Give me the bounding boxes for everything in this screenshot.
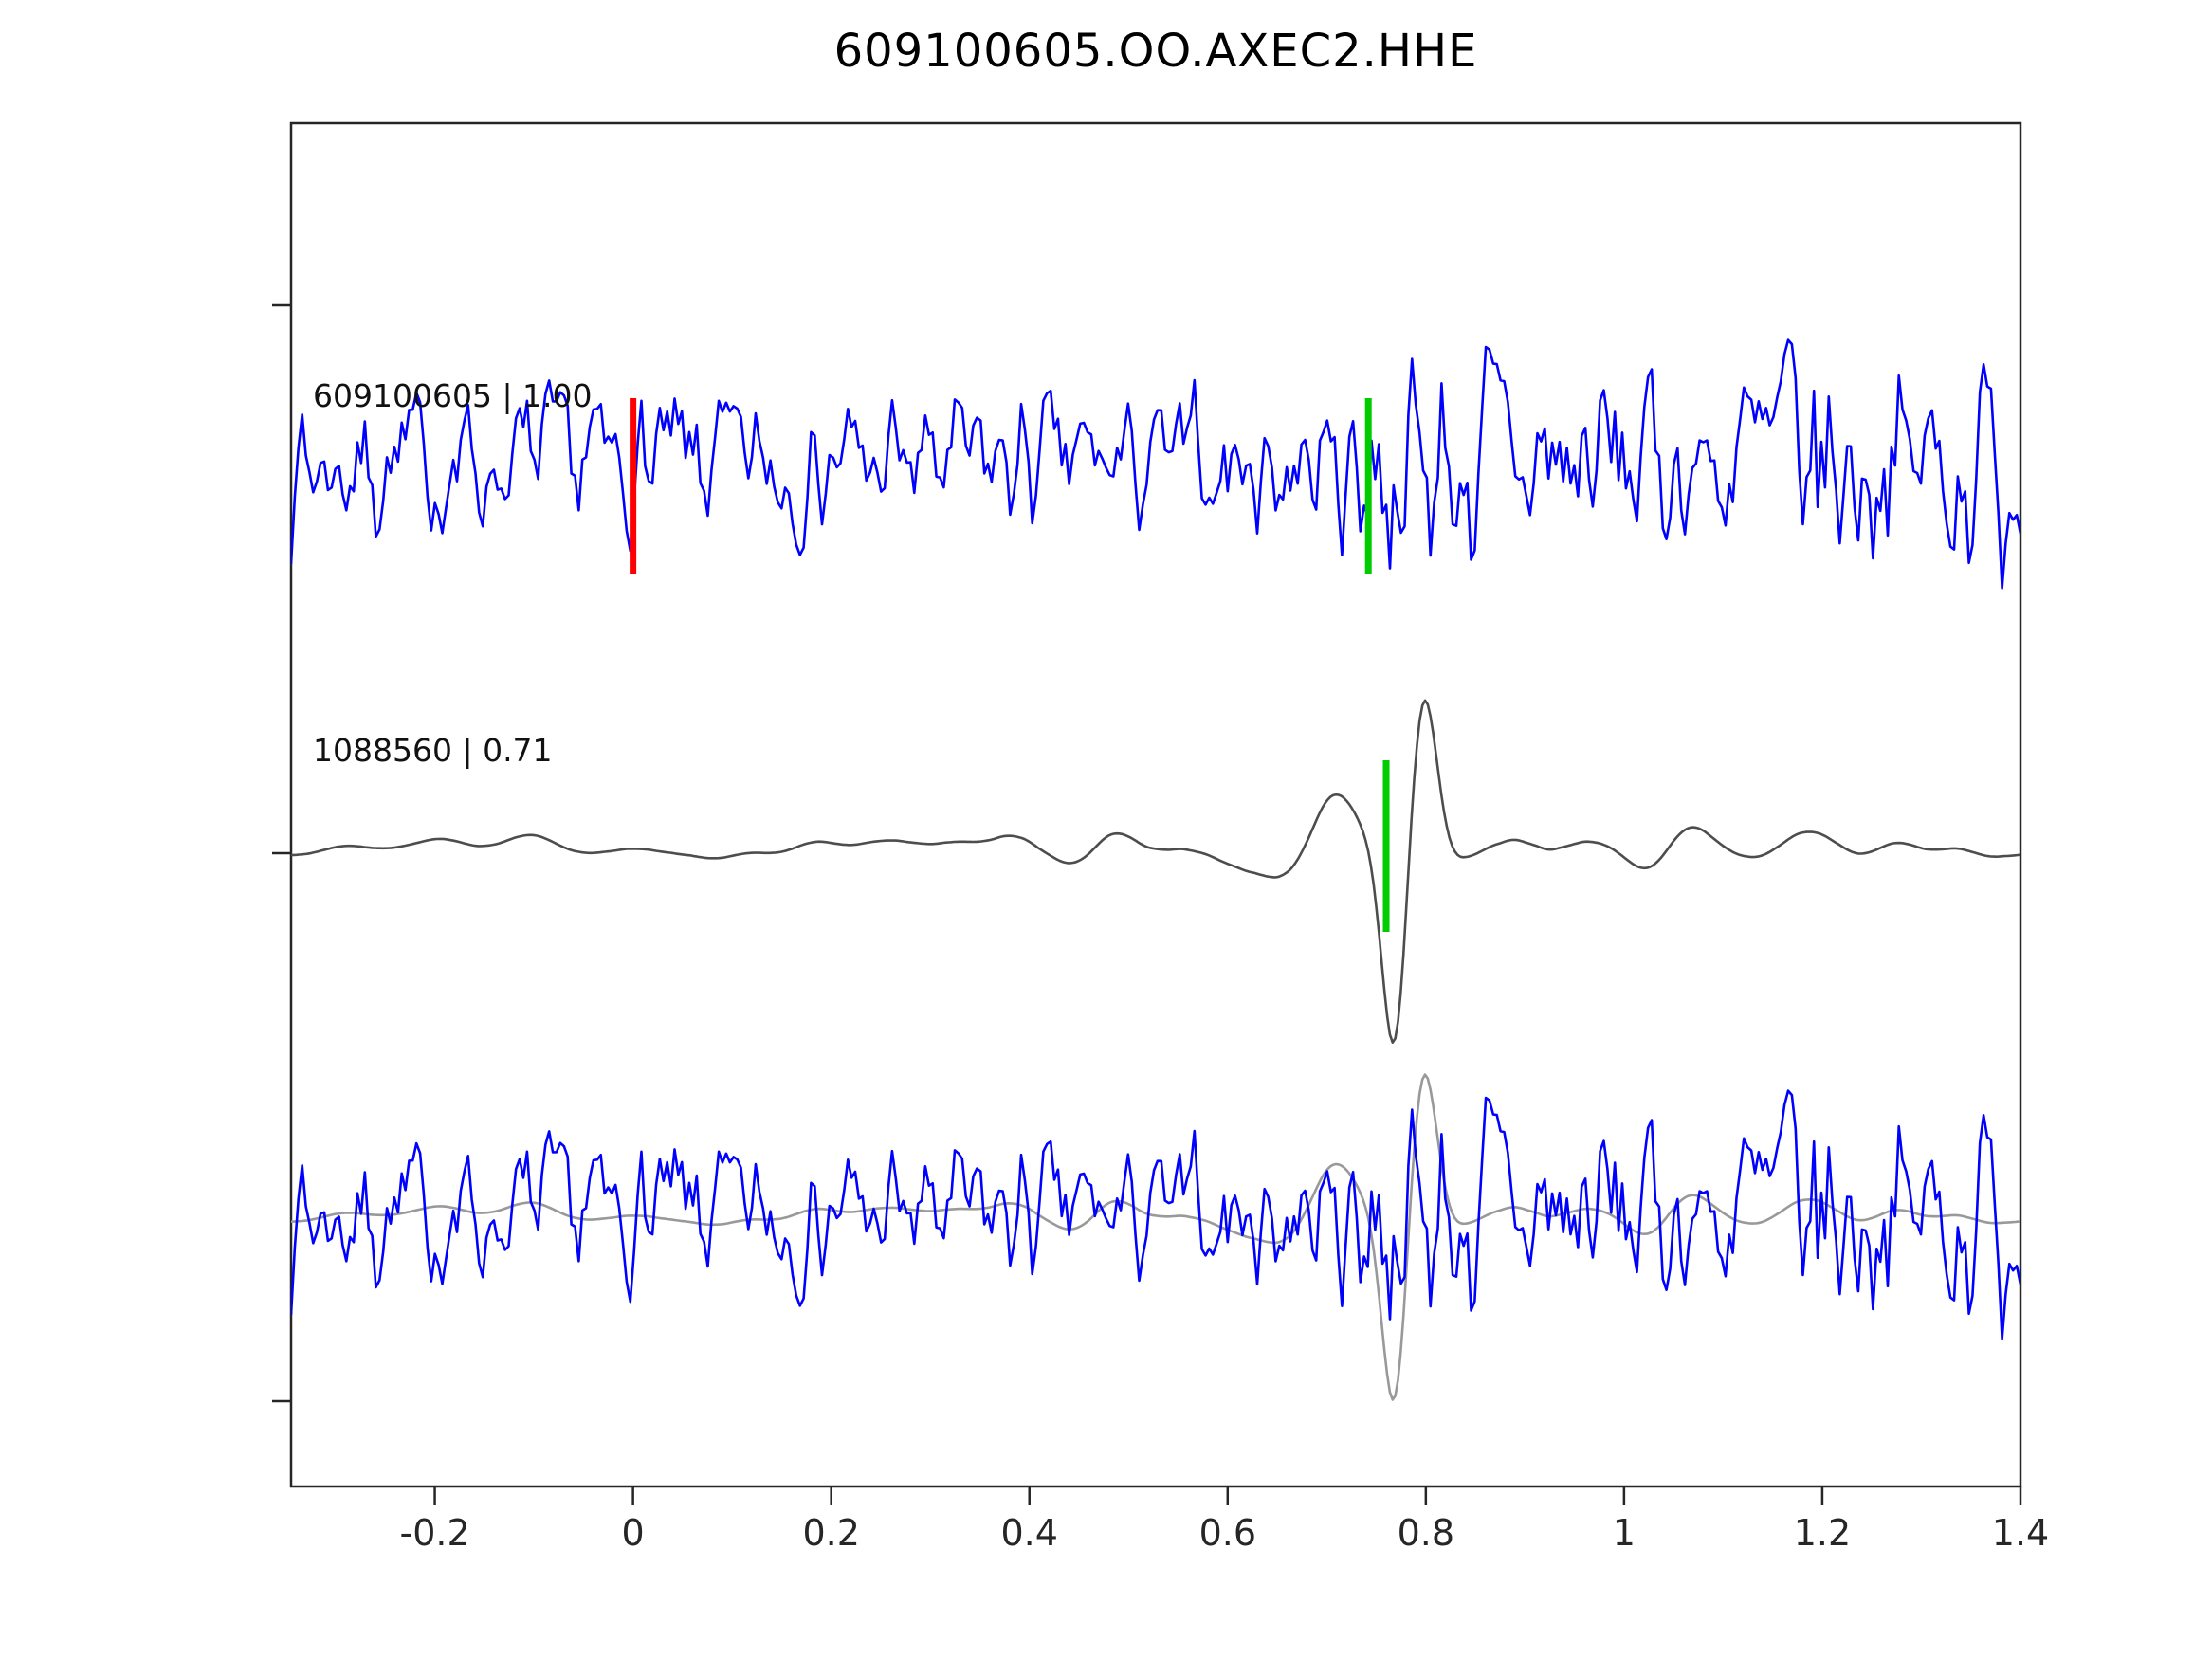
trace-overlay-template-waveform: [291, 1089, 2020, 1340]
trace-candidate-waveform: [291, 699, 2020, 1044]
x-tick-label: 1.4: [1992, 1512, 2049, 1554]
plot-border: [289, 121, 2022, 1488]
chart-title: 609100605.OO.AXEC2.HHE: [833, 25, 1478, 78]
trace-overlay-candidate-waveform: [291, 1073, 2020, 1401]
x-tick-label: 0: [622, 1512, 645, 1554]
trace-template-waveform: [291, 338, 2020, 590]
x-tick-label: 1: [1613, 1512, 1636, 1554]
trace-label-template: 609100605 | 1.00: [313, 377, 593, 414]
x-tick-label: -0.2: [399, 1512, 469, 1554]
x-tick-label: 0.2: [802, 1512, 859, 1554]
trace-label-candidate: 1088560 | 0.71: [313, 732, 553, 769]
x-tick-label: 0.4: [1001, 1512, 1058, 1554]
x-tick-label: 1.2: [1794, 1512, 1851, 1554]
x-tick-label: 0.6: [1199, 1512, 1256, 1554]
x-tick-label: 0.8: [1398, 1512, 1454, 1554]
